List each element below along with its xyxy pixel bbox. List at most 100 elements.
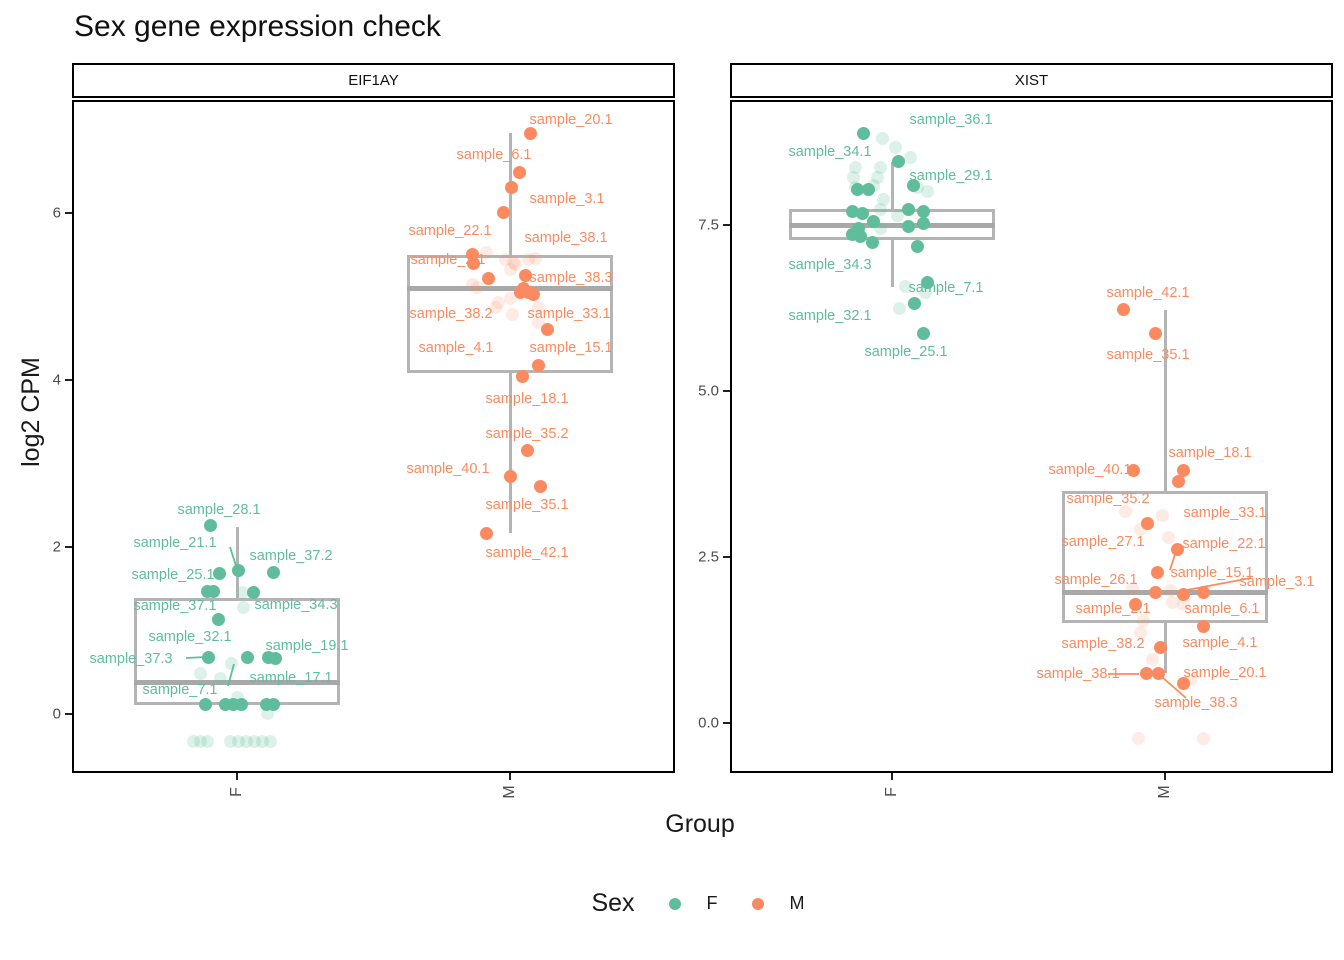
y-tick-mark [65,379,72,381]
sample-label: sample_40.1 [406,461,490,477]
data-point-light [1161,530,1175,544]
legend-swatch-f-icon [668,897,681,910]
sample-label: sample_34.3 [254,597,338,613]
y-tick-mark [65,713,72,715]
data-point [901,202,915,216]
data-point [515,370,529,384]
legend-title: Sex [591,889,635,917]
data-point [901,220,915,234]
data-point-light [239,735,253,749]
boxplot-median [1062,590,1268,596]
data-point-light [186,735,200,749]
data-point-light [223,735,237,749]
sample-label: sample_3.1 [1239,574,1315,590]
sample-label: sample_33.1 [527,306,611,322]
y-axis-title: log2 CPM [16,357,45,467]
data-point [479,527,493,541]
data-point-light [920,185,934,199]
data-point [531,359,545,373]
data-point-light [263,735,277,749]
data-point-light [1196,731,1210,745]
data-point-light [890,208,904,222]
data-point-light [531,300,545,314]
y-tick-mark [723,390,730,392]
data-point-light [488,300,502,314]
data-point-light [888,141,902,155]
legend-label-m: M [789,893,805,913]
sample-label: sample_22.1 [1182,536,1266,552]
data-point-light [870,170,884,184]
facet-strip-label: EIF1AY [348,72,399,89]
data-point-light [213,671,227,685]
boxplot-median [134,679,340,685]
y-tick-mark [723,722,730,724]
data-point [513,285,527,299]
data-point-light [498,253,512,267]
data-point [1151,667,1165,681]
data-point-light [508,258,522,272]
chart-title: Sex gene expression check [74,10,441,43]
sample-label: sample_38.2 [409,306,493,322]
legend-swatch-m-icon [751,897,764,910]
legend-entry-m: M [751,893,805,914]
data-point-light [506,255,520,269]
x-tick-mark [509,773,511,780]
boxplot-median [789,222,995,228]
x-tick-label: M [1156,785,1173,799]
sample-label: sample_36.1 [909,112,993,128]
sample-label: sample_6.1 [456,147,532,163]
sample-label: sample_7.1 [142,682,218,698]
sample-label: sample_3.1 [529,191,605,207]
data-point-light [193,666,207,680]
facet-strip-eif1ay: EIF1AY [72,63,675,98]
sample-label: sample_18.1 [485,391,569,407]
data-point-light [503,291,517,305]
data-point [916,327,930,341]
y-tick-label: 0.0 [698,714,719,732]
y-tick-mark [65,546,72,548]
data-point [1171,475,1185,489]
y-tick-label: 5.0 [698,382,719,400]
data-point [496,205,510,219]
data-point [1148,585,1162,599]
data-point [206,584,220,598]
data-point [866,215,880,229]
sample-label: sample_33.1 [1183,505,1267,521]
data-point-light [231,735,245,749]
sample-label: sample_25.1 [864,344,948,360]
data-point [266,698,280,712]
sample-label: sample_21.1 [133,535,217,551]
data-point-light [470,280,484,294]
legend-entry-f: F [668,893,718,914]
data-point-light [1125,581,1139,595]
data-point [518,269,532,283]
data-point [1176,676,1190,690]
sample-label: sample_20.1 [1183,665,1267,681]
data-point [504,181,518,195]
data-point [266,566,280,580]
data-point [240,650,254,664]
data-point [1153,641,1167,655]
sample-label: sample_29.1 [909,168,993,184]
sample-label: sample_35.1 [485,497,569,513]
data-point-light [846,171,860,185]
sample-label: sample_38.2 [1061,636,1145,652]
sample-label: sample_22.1 [408,223,492,239]
sample-label: sample_37.3 [89,651,173,667]
sample-label: sample_38.1 [1036,666,1120,682]
data-point [231,563,245,577]
boxplot-lower-whisker [508,373,512,533]
sample-label: sample_37.2 [249,548,333,564]
sample-label: sample_15.1 [529,340,613,356]
data-point [246,585,260,599]
sample-label: sample_20.1 [529,112,613,128]
sample-label: sample_26.1 [1054,572,1138,588]
facet-strip-xist: XIST [730,63,1333,98]
sample-label: sample_15.1 [1170,565,1254,581]
boxplot-upper-whisker [1163,309,1167,492]
data-point [1116,302,1130,316]
data-point-light [1155,508,1169,522]
data-point [1176,588,1190,602]
data-point [861,183,875,197]
